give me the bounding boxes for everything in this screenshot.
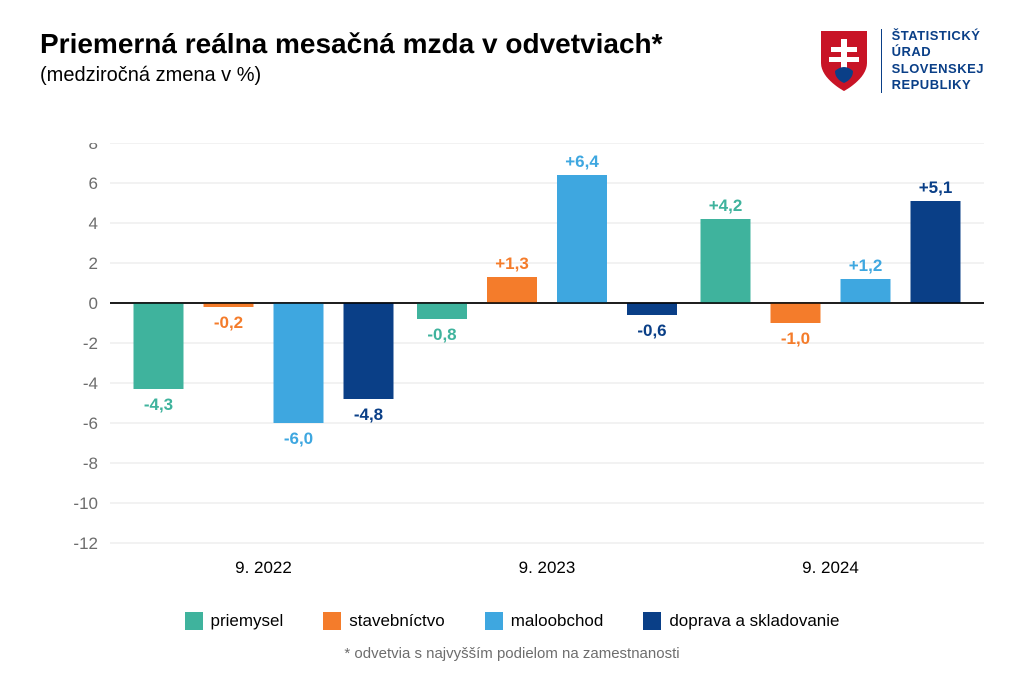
footnote: * odvetvia s najvyšším podielom na zames… (40, 645, 984, 662)
value-label: +1,3 (495, 254, 529, 273)
y-tick-label: 4 (89, 214, 98, 233)
title-block: Priemerná reálna mesačná mzda v odvetvia… (40, 28, 663, 87)
logo-divider (881, 29, 882, 93)
legend-swatch (323, 612, 341, 630)
bar (627, 303, 677, 315)
bar (771, 303, 821, 323)
logo-line-3: SLOVENSKEJ (892, 61, 984, 77)
value-label: -4,8 (354, 405, 383, 424)
logo-line-4: REPUBLIKY (892, 77, 984, 93)
value-label: +6,4 (565, 152, 599, 171)
legend-item: maloobchod (485, 611, 604, 631)
legend-swatch (185, 612, 203, 630)
page-container: Priemerná reálna mesačná mzda v odvetvia… (0, 0, 1024, 694)
category-label: 9. 2022 (235, 558, 292, 577)
bar (134, 303, 184, 389)
value-label: -1,0 (781, 329, 810, 348)
chart-subtitle: (medziročná zmena v %) (40, 64, 663, 87)
chart-area: -12 -10 -8 -6 -4 -2 0 2 4 6 8 -4,3 -0,2 -6,0 -4,8 9. 20… (40, 143, 984, 603)
shield-icon (817, 29, 871, 93)
y-tick-label: 0 (89, 294, 98, 313)
category-label: 9. 2023 (519, 558, 576, 577)
y-tick-label: 8 (89, 143, 98, 153)
y-tick-label: -2 (83, 334, 98, 353)
legend-label: priemysel (211, 611, 284, 631)
chart-title: Priemerná reálna mesačná mzda v odvetvia… (40, 28, 663, 60)
value-label: -4,3 (144, 395, 173, 414)
value-label: -0,6 (637, 321, 666, 340)
bar (701, 219, 751, 303)
y-tick-label: -4 (83, 374, 98, 393)
bar (841, 279, 891, 303)
value-label: +4,2 (709, 196, 743, 215)
value-label: -6,0 (284, 429, 313, 448)
y-tick-label: -6 (83, 414, 98, 433)
value-label: +5,1 (919, 178, 953, 197)
logo: ŠTATISTICKÝ ÚRAD SLOVENSKEJ REPUBLIKY (817, 28, 984, 93)
legend: priemysel stavebníctvo maloobchod doprava a… (40, 611, 984, 631)
value-label: -0,2 (214, 313, 243, 332)
logo-text: ŠTATISTICKÝ ÚRAD SLOVENSKEJ REPUBLIKY (892, 28, 984, 93)
y-tick-label: -10 (73, 494, 98, 513)
bar (911, 201, 961, 303)
value-label: -0,8 (427, 325, 456, 344)
y-tick-label: 6 (89, 174, 98, 193)
bar (557, 175, 607, 303)
legend-label: doprava a skladovanie (669, 611, 839, 631)
value-label: +1,2 (849, 256, 883, 275)
legend-swatch (643, 612, 661, 630)
bar (274, 303, 324, 423)
category-label: 9. 2024 (802, 558, 859, 577)
y-tick-label: -8 (83, 454, 98, 473)
legend-label: maloobchod (511, 611, 604, 631)
logo-line-2: ÚRAD (892, 44, 984, 60)
legend-swatch (485, 612, 503, 630)
legend-label: stavebníctvo (349, 611, 444, 631)
logo-line-1: ŠTATISTICKÝ (892, 28, 984, 44)
header: Priemerná reálna mesačná mzda v odvetvia… (40, 28, 984, 93)
legend-item: stavebníctvo (323, 611, 444, 631)
y-tick-label: -12 (73, 534, 98, 553)
bar (487, 277, 537, 303)
legend-item: priemysel (185, 611, 284, 631)
bar (417, 303, 467, 319)
y-tick-label: 2 (89, 254, 98, 273)
bar (344, 303, 394, 399)
legend-item: doprava a skladovanie (643, 611, 839, 631)
bar-chart: -12 -10 -8 -6 -4 -2 0 2 4 6 8 -4,3 -0,2 -6,0 -4,8 9. 20… (40, 143, 984, 583)
